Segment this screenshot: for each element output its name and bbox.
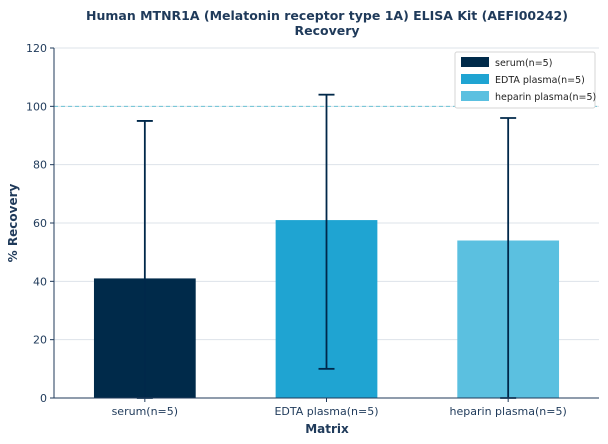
chart-subtitle: Recovery <box>294 23 359 38</box>
chart-title: Human MTNR1A (Melatonin receptor type 1A… <box>86 8 568 23</box>
y-tick-label: 80 <box>33 159 47 172</box>
x-axis-label: Matrix <box>305 422 349 436</box>
y-tick-label: 0 <box>40 392 47 405</box>
y-tick-label: 20 <box>33 334 47 347</box>
x-tick-label: serum(n=5) <box>112 405 178 418</box>
legend-label: heparin plasma(n=5) <box>495 92 596 103</box>
y-tick-label: 60 <box>33 217 47 230</box>
y-tick-label: 40 <box>33 275 47 288</box>
legend-swatch <box>461 74 489 84</box>
legend-swatch <box>461 91 489 101</box>
y-axis-label: % Recovery <box>6 184 20 263</box>
axis-layer: 0 20 40 60 80 100 120 serum(n=5) EDTA plasma(n=5… <box>26 42 599 418</box>
legend-swatch <box>461 57 489 67</box>
legend-label: serum(n=5) <box>495 58 552 69</box>
legend-label: EDTA plasma(n=5) <box>495 75 585 86</box>
legend-box <box>454 51 596 109</box>
y-tick-label: 120 <box>26 42 47 55</box>
x-tick-label: heparin plasma(n=5) <box>450 405 567 418</box>
bar-layer <box>93 93 560 399</box>
y-tick-label: 100 <box>26 100 47 113</box>
x-tick-label: EDTA plasma(n=5) <box>274 405 378 418</box>
legend: serum(n=5) EDTA plasma(n=5) heparin plasma… <box>454 51 596 109</box>
